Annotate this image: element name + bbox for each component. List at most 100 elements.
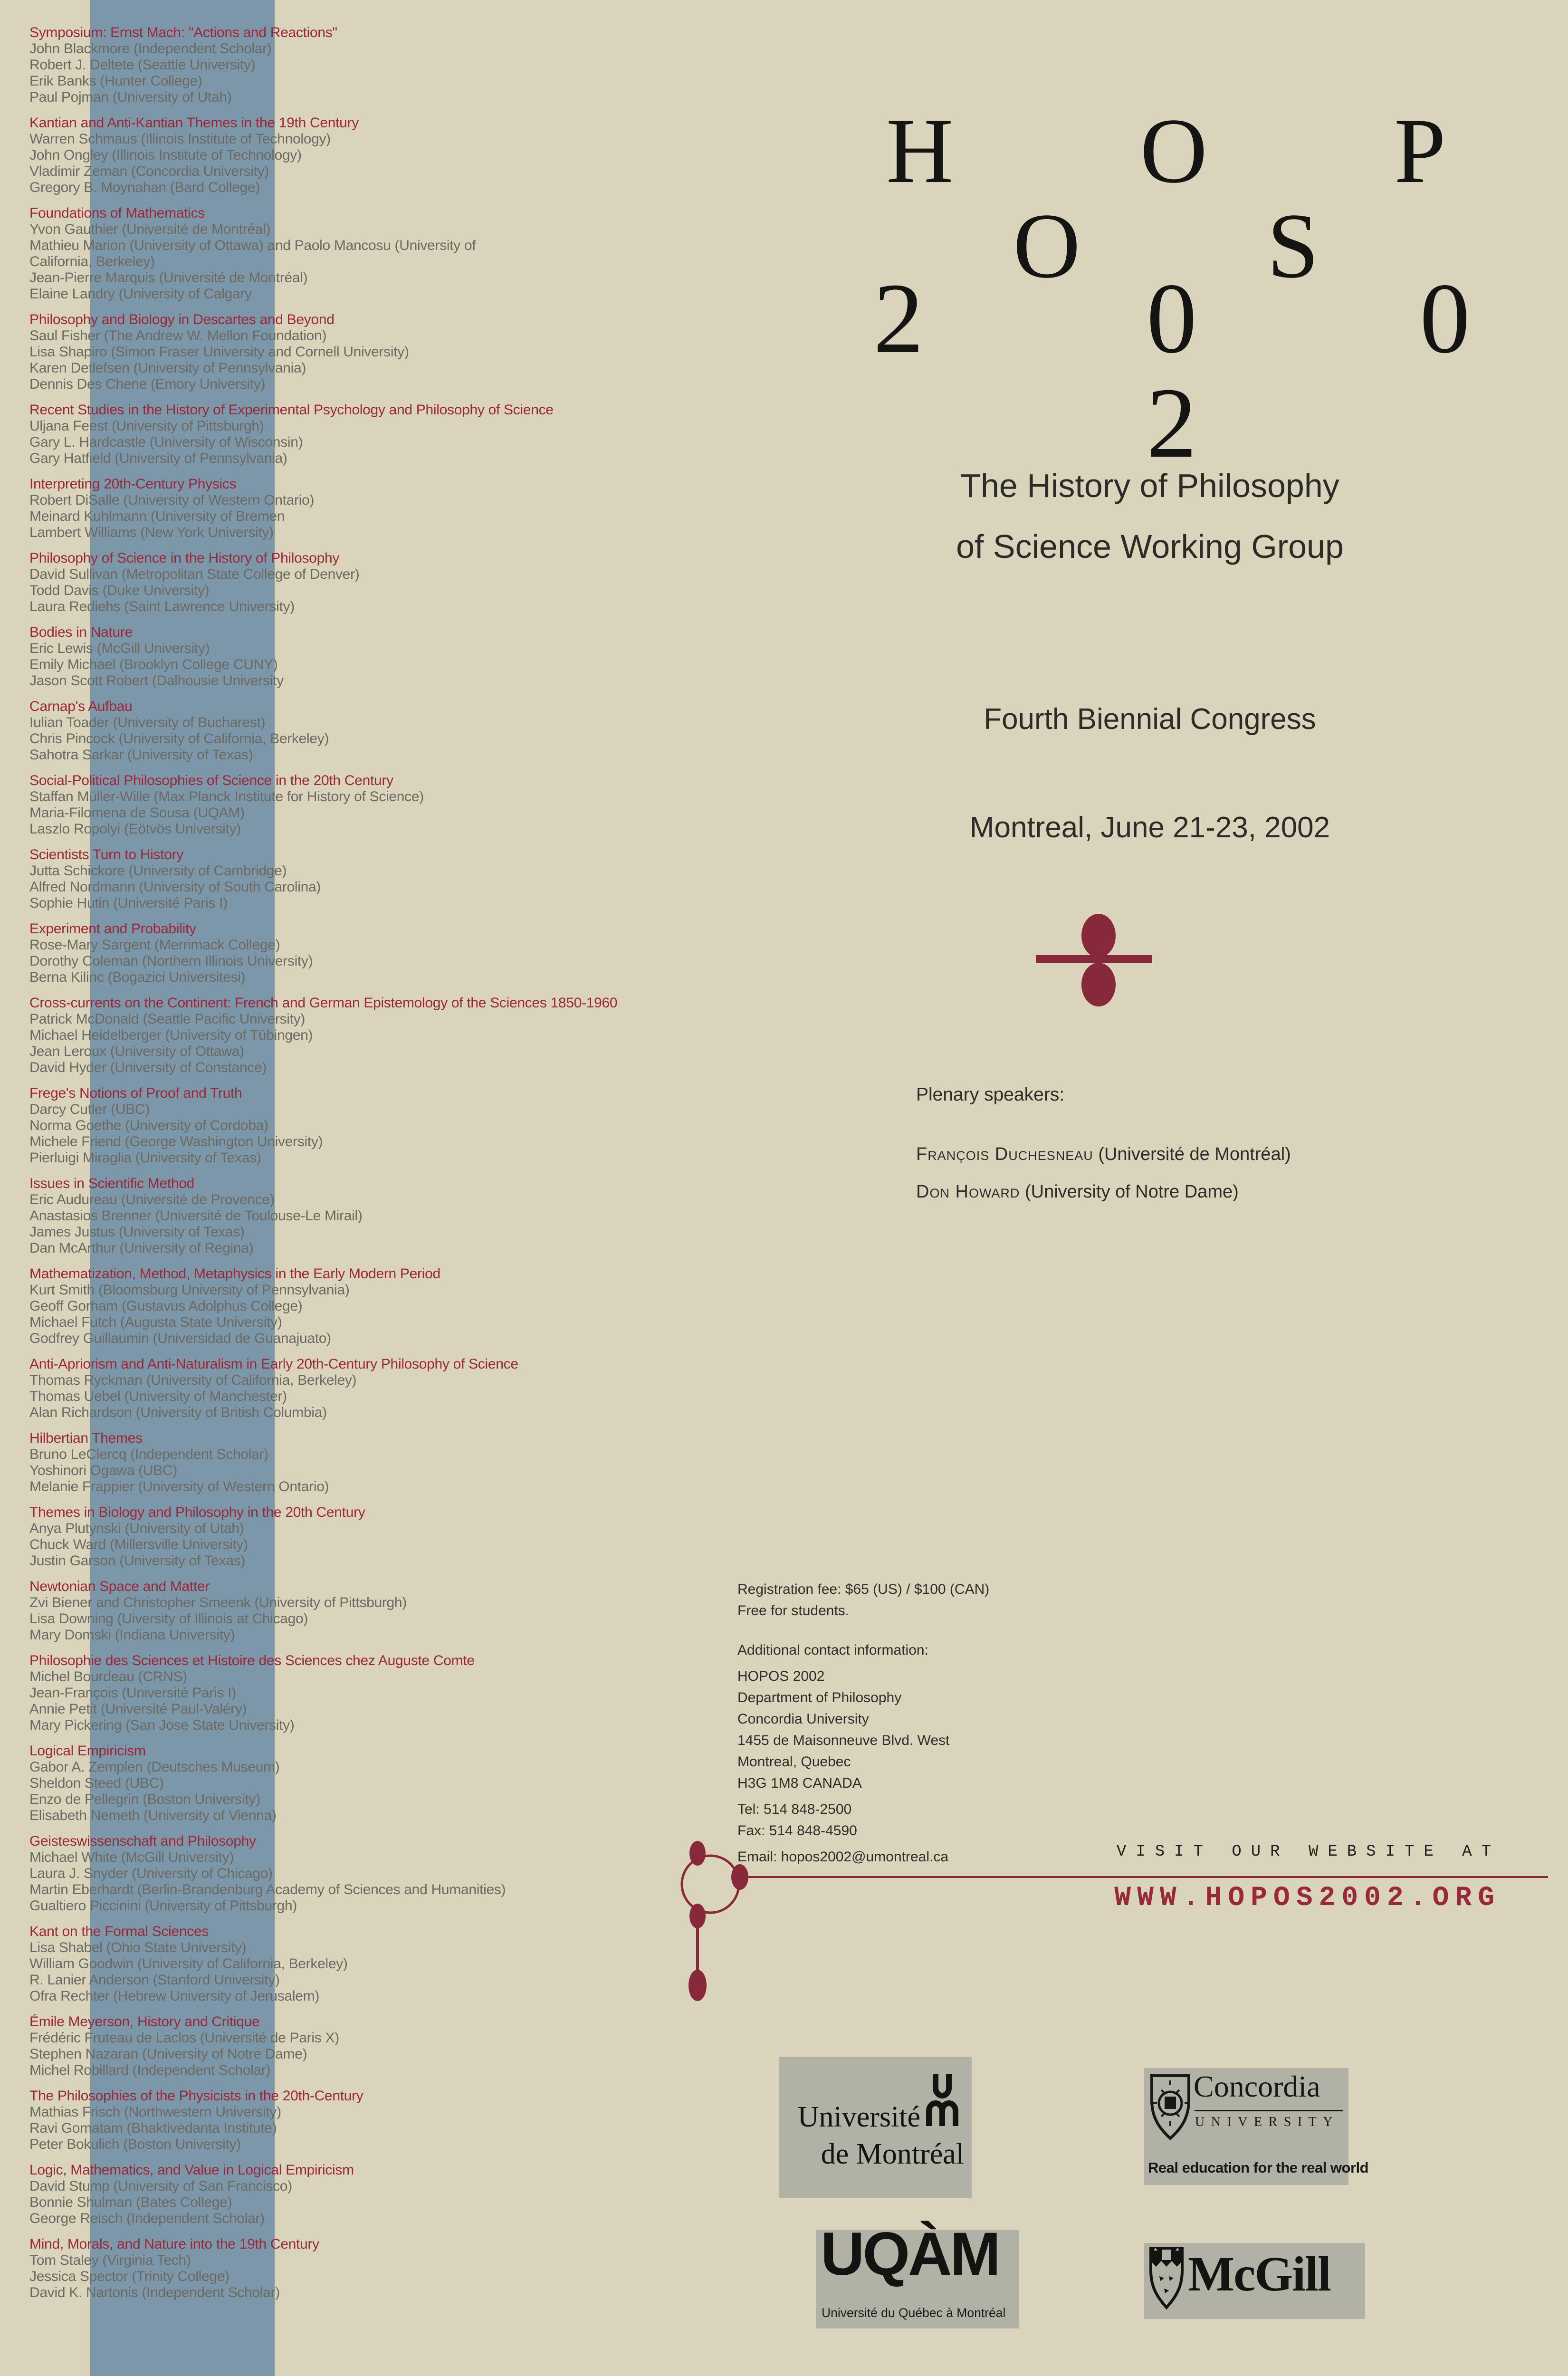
session-title: Issues in Scientific Method xyxy=(29,1176,195,1191)
session-participant: Paul Pojman (University of Utah) xyxy=(29,89,232,105)
session-title: Bodies in Nature xyxy=(29,624,133,640)
poster-title-line1: H O P O S xyxy=(886,99,1528,297)
session-participant: Elaine Landry (University of Calgary xyxy=(29,286,252,302)
session-participant: Michele Friend (George Washington Univer… xyxy=(29,1134,323,1150)
session-participant: Jutta Schickore (University of Cambridge… xyxy=(29,863,287,879)
session-participant: Enzo de Pellegrin (Boston University) xyxy=(29,1792,260,1807)
session-participant: Karen Detlefsen (University of Pennsylva… xyxy=(29,360,306,376)
session-title: Mathematization, Method, Metaphysics in … xyxy=(29,1266,440,1282)
blue-stripe-decoration xyxy=(90,0,275,2376)
logo-concordia-university: Concordia UNIVERSITY Real education for … xyxy=(1144,2068,1369,2185)
congress-name: Fourth Biennial Congress xyxy=(984,703,1316,736)
session-participant: Alan Richardson (University of British C… xyxy=(29,1405,327,1420)
session-title: Émile Meyerson, History and Critique xyxy=(29,2014,260,2030)
session-participant: Michael Futch (Augusta State University) xyxy=(29,1314,282,1330)
session-participant: Thomas Ryckman (University of California… xyxy=(29,1372,357,1388)
contact-address-line: HOPOS 2002 xyxy=(737,1668,825,1684)
session-title: Philosophy and Biology in Descartes and … xyxy=(29,312,335,327)
session-participant: David Hyder (University of Constance) xyxy=(29,1060,267,1075)
session-participant: Gary Hatfield (University of Pennsylvani… xyxy=(29,450,287,466)
session-participant: Lisa Downing (Uiversity of Illinois at C… xyxy=(29,1611,308,1627)
subtitle-line2: of Science Working Group xyxy=(956,528,1344,565)
session-block: Cross-currents on the Continent: French … xyxy=(29,995,704,1076)
session-list: Symposium: Ernst Mach: "Actions and Reac… xyxy=(29,25,704,2310)
concordia-rule xyxy=(1195,2110,1343,2111)
session-participant: Warren Schmaus (Illinois Institute of Te… xyxy=(29,131,331,147)
session-participant: Annie Petit (Université Paul-Valéry) xyxy=(29,1701,247,1717)
session-participant: Sheldon Steed (UBC) xyxy=(29,1775,164,1791)
session-block: Hilbertian Themes Bruno LeClercq (Indepen… xyxy=(29,1430,704,1495)
session-participant: David Sullivan (Metropolitan State Colle… xyxy=(29,566,360,582)
session-block: Geisteswissenschaft and Philosophy Michae… xyxy=(29,1833,704,1914)
session-participant: Elisabeth Nemeth (University of Vienna) xyxy=(29,1808,277,1823)
session-participant: Zvi Biener and Christopher Smeenk (Unive… xyxy=(29,1595,407,1610)
contact-email: Email: hopos2002@umontreal.ca xyxy=(737,1849,949,1865)
session-participant: Chuck Ward (Millersville University) xyxy=(29,1537,248,1552)
session-block: Émile Meyerson, History and Critique Fréd… xyxy=(29,2014,704,2079)
session-title: Scientists Turn to History xyxy=(29,847,183,862)
session-block: The Philosophies of the Physicists in th… xyxy=(29,2088,704,2153)
logo-uqam: UQÀM Université du Québec à Montréal xyxy=(816,2220,1019,2328)
session-participant: Peter Bokulich (Boston University) xyxy=(29,2136,241,2152)
concordia-tagline: Real education for the real world xyxy=(1148,2159,1369,2176)
session-participant: John Blackmore (Independent Scholar) xyxy=(29,41,272,57)
session-participant: Eric Audureau (Université de Provence) xyxy=(29,1192,275,1207)
plenary-speaker-list: François Duchesneau (Université de Montr… xyxy=(916,1144,1510,1202)
session-block: Anti-Apriorism and Anti-Naturalism in Ea… xyxy=(29,1356,704,1421)
session-participant: Alfred Nordmann (University of South Car… xyxy=(29,879,321,895)
session-participant: Mathias Frisch (Northwestern University) xyxy=(29,2104,281,2120)
visit-website-label: VISIT OUR WEBSITE AT xyxy=(1116,1843,1501,1861)
session-participant: Dennis Des Chene (Emory University) xyxy=(29,376,266,392)
uqam-subtitle: Université du Québec à Montréal xyxy=(822,2306,1006,2320)
session-participant: Tom Staley (Virginia Tech) xyxy=(29,2252,191,2268)
session-participant: R. Lanier Anderson (Stanford University) xyxy=(29,1972,280,1988)
speaker-name: Don Howard xyxy=(916,1182,1020,1202)
session-participant: Justin Garson (University of Texas) xyxy=(29,1553,246,1569)
session-participant: Berna Kilinc (Bogazici Universitesi) xyxy=(29,969,246,985)
session-participant: Iulian Toader (University of Bucharest) xyxy=(29,715,266,730)
session-participant: Emily Michael (Brooklyn College CUNY) xyxy=(29,657,278,672)
session-participant: Dorothy Coleman (Northern Illinois Unive… xyxy=(29,953,313,969)
session-participant: Lisa Shapiro (Simon Fraser University an… xyxy=(29,344,409,360)
session-participant: Godfrey Guillaumin (Universidad de Guana… xyxy=(29,1331,331,1346)
session-block: Bodies in Nature Eric Lewis (McGill Unive… xyxy=(29,624,704,689)
session-participant: Geoff Gorham (Gustavus Adolphus College) xyxy=(29,1298,303,1314)
session-participant: Michael Heidelberger (University of Tübi… xyxy=(29,1027,313,1043)
session-block: Foundations of Mathematics Yvon Gauthier … xyxy=(29,205,704,302)
session-title: Philosophie des Sciences et Histoire des… xyxy=(29,1653,475,1668)
session-participant: Anya Plutynski (University of Utah) xyxy=(29,1521,244,1536)
session-participant: James Justus (University of Texas) xyxy=(29,1224,245,1240)
session-participant: Gregory B. Moynahan (Bard College) xyxy=(29,180,260,195)
logo-universite-de-montreal: Université de Montréal xyxy=(779,2057,972,2198)
session-participant: Mary Pickering (San Jose State Universit… xyxy=(29,1717,295,1733)
session-block: Philosophy of Science in the History of … xyxy=(29,550,704,615)
registration-fee: Registration fee: $65 (US) / $100 (CAN) xyxy=(737,1581,990,1597)
session-block: Experiment and Probability Rose-Mary Sarg… xyxy=(29,921,704,986)
session-participant: Sophie Hutin (Université Paris I) xyxy=(29,895,228,911)
session-block: Scientists Turn to History Jutta Schickor… xyxy=(29,847,704,911)
session-block: Frege's Notions of Proof and Truth Darcy … xyxy=(29,1085,704,1166)
session-participant: Laszlo Ropolyi (Eötvös University) xyxy=(29,821,241,837)
session-block: Mathematization, Method, Metaphysics in … xyxy=(29,1266,704,1347)
session-participant: Bruno LeClercq (Independent Scholar) xyxy=(29,1447,268,1462)
contact-fax: Fax: 514 848-4590 xyxy=(737,1823,857,1839)
session-block: Newtonian Space and Matter Zvi Biener and… xyxy=(29,1579,704,1643)
registration-students: Free for students. xyxy=(737,1603,850,1619)
session-participant: Mary Domski (Indiana University) xyxy=(29,1627,235,1643)
concordia-wordmark: Concordia xyxy=(1194,2069,1320,2103)
session-block: Themes in Biology and Philosophy in the … xyxy=(29,1504,704,1569)
session-title: Frege's Notions of Proof and Truth xyxy=(29,1085,242,1101)
session-participant: Yoshinori Ogawa (UBC) xyxy=(29,1463,178,1478)
uqam-wordmark: UQÀM xyxy=(821,2220,1001,2288)
session-block: Symposium: Ernst Mach: "Actions and Reac… xyxy=(29,25,704,105)
session-participant: Rose-Mary Sargent (Merrimack College) xyxy=(29,937,280,953)
session-participant: Martin Eberhardt (Berlin-Brandenburg Aca… xyxy=(29,1882,506,1897)
session-title: Logical Empiricism xyxy=(29,1743,146,1759)
session-participant: William Goodwin (University of Californi… xyxy=(29,1956,348,1972)
session-participant: Michel Bourdeau (CRNS) xyxy=(29,1669,187,1685)
session-participant: David Stump (University of San Francisco… xyxy=(29,2178,292,2194)
session-participant: Todd Davis (Duke University) xyxy=(29,583,210,598)
session-participant: Maria-Filomena de Sousa (UQAM) xyxy=(29,805,245,821)
session-block: Mind, Morals, and Nature into the 19th C… xyxy=(29,2236,704,2301)
website-url[interactable]: WWW.HOPOS2002.ORG xyxy=(1114,1883,1501,1914)
